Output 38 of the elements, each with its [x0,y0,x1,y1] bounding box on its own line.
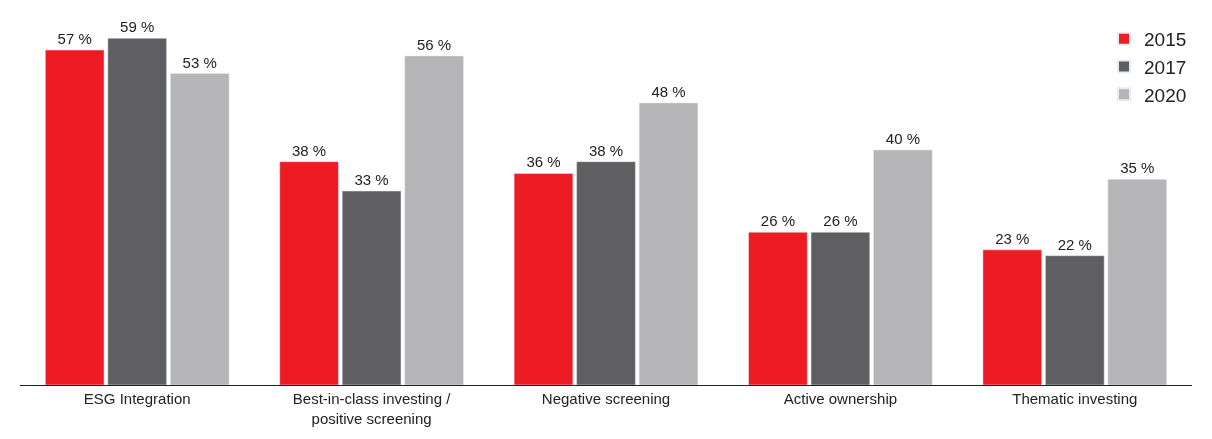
bar [404,55,464,385]
bar [341,190,402,385]
data-label: 33 % [354,171,389,189]
data-label: 48 % [651,82,686,100]
bar [279,161,339,385]
legend-label: 2020 [1144,84,1187,106]
data-label: 40 % [885,129,921,147]
x-tick-label: Negative screening [541,390,671,407]
data-label: 22 % [1057,235,1092,253]
bar [107,38,167,385]
data-label: 23 % [995,229,1030,247]
bar [810,231,871,385]
legend-label: 2015 [1144,29,1187,51]
data-label: 59 % [120,18,155,36]
bar [45,49,105,385]
data-label: 36 % [526,153,561,171]
data-label: 26 % [823,212,858,230]
x-tick-label: Thematic investing [1012,390,1138,407]
bar [513,173,574,385]
data-label: 57 % [57,30,92,47]
data-label: 53 % [182,53,217,71]
bar [873,149,933,385]
x-tick-label: Best-in-class investing / positive screening [292,390,452,427]
x-tick-label: ESG Integration [83,390,191,407]
data-label: 26 % [760,212,795,230]
bar [982,249,1042,385]
legend-label: 2017 [1144,56,1187,78]
x-tick-label: Active ownership [783,390,898,407]
bar [638,102,699,385]
bar [748,231,808,385]
bar [1107,179,1167,385]
bar [170,73,230,385]
data-label: 38 % [588,141,624,159]
data-label: 56 % [417,35,452,53]
bar [576,161,636,385]
bar [1045,255,1105,385]
data-label: 35 % [1120,159,1155,177]
data-label: 38 % [291,141,327,159]
